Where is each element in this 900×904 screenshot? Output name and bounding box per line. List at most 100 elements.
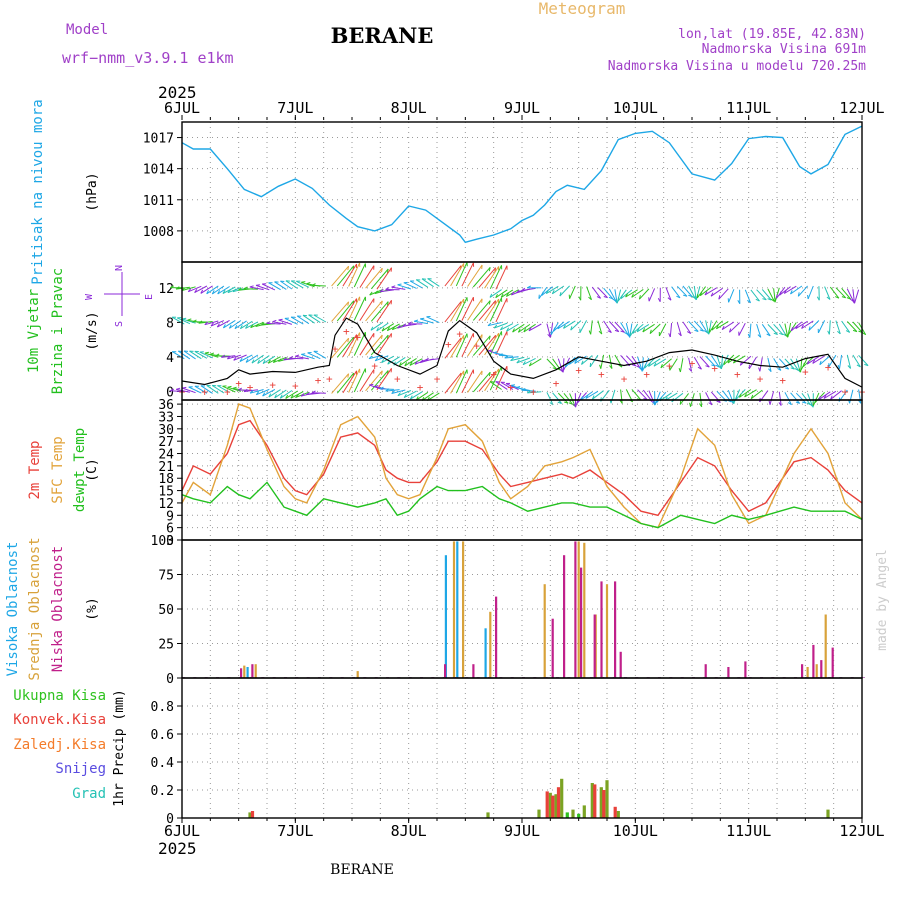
bar-srednja-oblacnost bbox=[255, 664, 257, 678]
wind-gust-marker: + bbox=[530, 385, 537, 398]
bar-niska-oblacnost bbox=[444, 664, 446, 678]
bar-srednja-oblacnost bbox=[578, 541, 580, 678]
x-tick-label: 10JUL bbox=[613, 99, 658, 117]
label-temp-sfc: SFC Temp bbox=[50, 436, 66, 503]
wind-arrow bbox=[855, 290, 859, 303]
bar-niska-oblacnost bbox=[812, 645, 814, 678]
wind-arrow bbox=[297, 316, 309, 324]
y-tick-label: 100 bbox=[151, 534, 174, 549]
wind-arrow bbox=[445, 302, 461, 322]
wind-arrow bbox=[377, 300, 392, 322]
wind-arrow bbox=[513, 324, 525, 332]
wind-gust-marker: + bbox=[445, 338, 452, 351]
x-tick-label: 11JUL bbox=[726, 99, 771, 117]
wind-arrow bbox=[639, 289, 649, 299]
x-tick-label: 12JUL bbox=[839, 99, 884, 117]
bar-niska-oblacnost bbox=[705, 664, 707, 678]
bar-ukupna-kisa bbox=[605, 780, 608, 818]
wind-arrow-head bbox=[301, 354, 305, 355]
series-line-2m-temp bbox=[182, 421, 862, 516]
y-tick-label: 1017 bbox=[143, 132, 174, 147]
wind-arrow bbox=[791, 393, 800, 404]
wind-gust-marker: + bbox=[456, 328, 463, 341]
wind-gust-marker: + bbox=[553, 377, 560, 390]
wind-arrow-head bbox=[575, 402, 576, 406]
wind-arrow bbox=[739, 323, 745, 335]
bar-ukupna-kisa bbox=[560, 779, 563, 818]
wind-arrow-head bbox=[680, 401, 681, 405]
bar-visoka-oblacnost bbox=[456, 541, 458, 678]
wind-arrow bbox=[689, 321, 699, 331]
wind-arrow bbox=[818, 320, 824, 333]
wind-gust-marker: + bbox=[417, 381, 424, 394]
wind-arrow-head bbox=[759, 368, 760, 372]
wind-arrow bbox=[808, 286, 813, 299]
bar-srednja-oblacnost bbox=[462, 541, 464, 678]
wind-arrow bbox=[788, 323, 791, 337]
bar-srednja-oblacnost bbox=[243, 666, 245, 678]
wind-gust-marker: + bbox=[802, 366, 809, 379]
wind-gust-marker: + bbox=[292, 379, 299, 392]
wind-arrow bbox=[286, 281, 298, 289]
bar-konvek-kisa bbox=[546, 791, 549, 818]
wind-arrow bbox=[850, 390, 853, 404]
wind-arrow bbox=[246, 355, 258, 362]
wind-arrow bbox=[580, 320, 587, 332]
wind-arrow-head bbox=[205, 352, 209, 353]
x-tick-label: 6JUL bbox=[164, 822, 200, 840]
wind-arrow bbox=[445, 266, 461, 286]
y-tick-label: 1014 bbox=[143, 163, 174, 178]
bar-niska-oblacnost bbox=[240, 668, 242, 678]
wind-arrow bbox=[184, 351, 196, 359]
wind-gust-marker: + bbox=[343, 325, 350, 338]
bar-ukupna-kisa bbox=[486, 812, 489, 818]
wind-gust-marker: + bbox=[689, 357, 696, 370]
wind-gust-marker: + bbox=[621, 372, 628, 385]
series-line-pritisak-na-nivou-mora bbox=[182, 126, 862, 242]
unit-label: (hPa) bbox=[85, 172, 100, 211]
wind-arrow bbox=[178, 351, 190, 359]
bar-niska-oblacnost bbox=[820, 660, 822, 678]
bar-ukupna-kisa bbox=[826, 810, 829, 818]
wind-arrow bbox=[360, 299, 374, 321]
wind-arrow bbox=[377, 368, 392, 390]
wind-arrow bbox=[829, 320, 830, 334]
wind-arrow bbox=[840, 355, 842, 369]
wind-arrow bbox=[269, 283, 281, 290]
wind-arrow bbox=[551, 323, 553, 337]
bar-grad bbox=[566, 812, 569, 818]
wind-arrow-head bbox=[414, 320, 418, 321]
wind-arrow bbox=[275, 390, 287, 398]
wind-arrow bbox=[414, 321, 428, 323]
bar-niska-oblacnost bbox=[580, 568, 582, 678]
wind-arrow-head bbox=[369, 384, 373, 385]
bar-niska-oblacnost bbox=[563, 555, 565, 678]
year-bottom: 2025 bbox=[158, 839, 197, 858]
wind-arrow bbox=[659, 324, 666, 336]
wind-arrow bbox=[650, 324, 660, 334]
wind-arrow bbox=[392, 287, 406, 289]
bar-ukupna-kisa bbox=[617, 811, 620, 818]
wind-gust-marker: + bbox=[473, 340, 480, 353]
y-tick-label: 0 bbox=[166, 672, 174, 687]
wind-gust-marker: + bbox=[666, 360, 673, 373]
wind-arrow bbox=[552, 286, 564, 294]
wind-arrow bbox=[655, 392, 660, 405]
wind-gust-marker: + bbox=[490, 368, 497, 381]
wind-arrow-head bbox=[690, 403, 691, 407]
wind-arrow-head bbox=[618, 297, 619, 301]
wind-arrow bbox=[499, 355, 513, 356]
unit-label: (%) bbox=[85, 597, 100, 620]
bar-visoka-oblacnost bbox=[247, 667, 249, 678]
bar-niska-oblacnost bbox=[801, 664, 803, 678]
bar-niska-oblacnost bbox=[574, 541, 576, 678]
wind-arrow-head bbox=[679, 368, 680, 372]
wind-arrow bbox=[722, 322, 734, 330]
wind-gust-marker: + bbox=[201, 385, 208, 398]
wind-arrow bbox=[729, 289, 734, 302]
y-tick-label: 1008 bbox=[143, 225, 174, 240]
x-tick-label: 6JUL bbox=[164, 99, 200, 117]
